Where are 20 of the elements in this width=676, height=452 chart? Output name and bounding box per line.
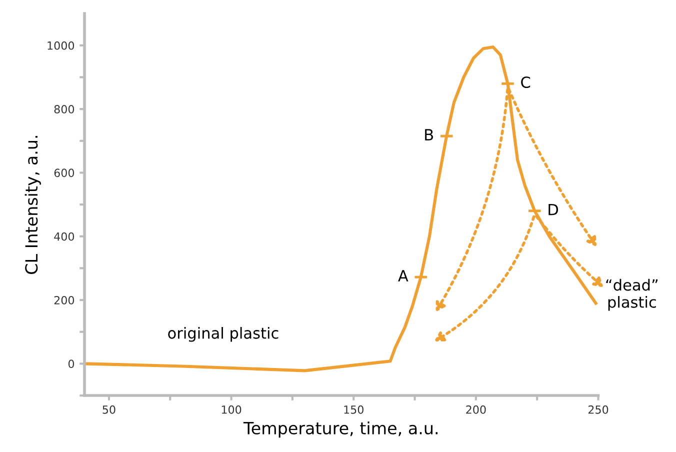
y-tick-label: 200 <box>54 296 74 304</box>
y-tick-label: 800 <box>54 105 74 114</box>
x-tick-label: 250 <box>588 405 608 414</box>
annotation: D <box>548 204 558 216</box>
annotation: C <box>521 76 530 88</box>
y-tick-label: 0 <box>68 360 74 368</box>
y-tick-label: 1000 <box>48 41 74 50</box>
y-tick-label: 400 <box>54 232 74 241</box>
annotation: original plastic <box>168 326 278 342</box>
x-tick-label: 100 <box>222 405 242 414</box>
x-tick-label: 50 <box>102 405 116 414</box>
x-tick-label: 200 <box>466 405 486 414</box>
y-axis-title: CL Intensity, a.u. <box>24 136 41 274</box>
x-axis-title: Temperature, time, a.u. <box>243 422 438 438</box>
x-tick-label: 150 <box>344 405 364 414</box>
annotation: A <box>398 270 408 282</box>
line-series <box>84 45 598 372</box>
annotation: B <box>425 129 433 140</box>
y-tick-label: 600 <box>54 168 74 178</box>
annotation: “dead” plastic <box>606 278 658 311</box>
